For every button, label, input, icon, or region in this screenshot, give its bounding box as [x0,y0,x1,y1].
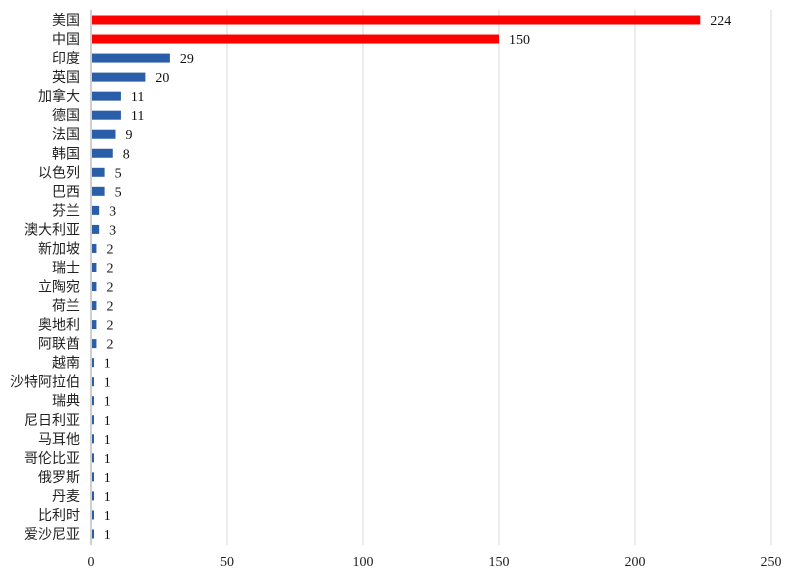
data-label: 2 [106,338,113,353]
data-label: 2 [106,281,113,296]
data-label: 2 [106,261,113,276]
category-label: 越南 [52,356,80,372]
category-label: 爱沙尼亚 [24,527,80,543]
bar [92,339,97,349]
data-label: 5 [115,166,122,181]
data-label: 1 [104,471,111,486]
category-label: 丹麦 [52,489,80,505]
category-label: 加拿大 [38,88,80,105]
bar [92,91,121,101]
bar [92,186,105,196]
bar [92,453,94,463]
x-tick-label: 50 [220,555,234,570]
bar [92,301,97,311]
category-label: 德国 [52,108,80,124]
bar [92,472,94,482]
category-label: 韩国 [52,146,80,162]
data-label: 2 [106,300,113,315]
bar [92,129,116,139]
bar [92,34,499,44]
category-label: 中国 [52,32,80,48]
category-label: 新加坡 [38,241,80,257]
category-label: 马耳他 [38,432,80,448]
data-label: 29 [180,52,194,67]
bar [92,510,94,520]
x-tick-label: 250 [761,555,782,570]
bar [92,110,121,120]
category-label: 尼日利亚 [24,413,80,429]
bar [92,167,105,177]
data-label: 1 [104,528,111,543]
bar [92,205,100,215]
bar [92,358,94,368]
bar [92,262,97,272]
category-label: 瑞典 [52,394,80,410]
category-label: 俄罗斯 [38,470,80,486]
bar [92,415,94,425]
category-label: 美国 [52,13,80,29]
category-label: 瑞士 [52,260,80,276]
bar [92,491,94,501]
data-label: 2 [106,319,113,334]
data-label: 20 [155,71,169,86]
bar [92,320,97,330]
data-label: 1 [104,376,111,391]
x-tick-label: 0 [88,555,95,570]
category-label: 法国 [52,127,80,143]
bar [92,243,97,253]
x-tick-label: 150 [489,555,510,570]
category-label: 沙特阿拉伯 [10,375,80,391]
category-label: 立陶宛 [38,280,80,296]
category-label: 比利时 [38,508,80,524]
data-label: 1 [104,452,111,467]
bar [92,15,701,25]
bar [92,434,94,444]
category-label: 芬兰 [52,203,80,219]
data-label: 1 [104,357,111,372]
data-label: 2 [106,242,113,257]
bar [92,396,94,406]
bar [92,377,94,387]
bar [92,282,97,292]
data-label: 5 [115,185,122,200]
category-label: 澳大利亚 [24,222,80,238]
data-label: 3 [109,204,116,219]
bar [92,72,146,82]
data-label: 8 [123,147,130,162]
data-label: 11 [131,90,144,105]
data-label: 3 [109,223,116,238]
data-label: 1 [104,433,111,448]
data-label: 150 [509,33,530,48]
category-label: 奥地利 [38,317,80,334]
data-label: 1 [104,490,111,505]
x-tick-label: 200 [625,555,646,570]
data-label: 224 [710,14,731,29]
category-label: 哥伦比亚 [24,451,80,467]
data-label: 1 [104,414,111,429]
category-label: 荷兰 [52,299,80,315]
data-label: 1 [104,509,111,524]
data-label: 11 [131,109,144,124]
bar [92,148,113,158]
bar [92,53,170,63]
x-tick-label: 100 [353,555,374,570]
category-label: 阿联酋 [38,336,80,353]
bar [92,224,100,234]
category-label: 巴西 [52,185,80,200]
category-label: 英国 [52,69,80,86]
bar [92,529,94,539]
data-label: 9 [125,128,132,143]
category-label: 印度 [52,51,80,67]
data-label: 1 [104,395,111,410]
category-label: 以色列 [38,164,80,181]
